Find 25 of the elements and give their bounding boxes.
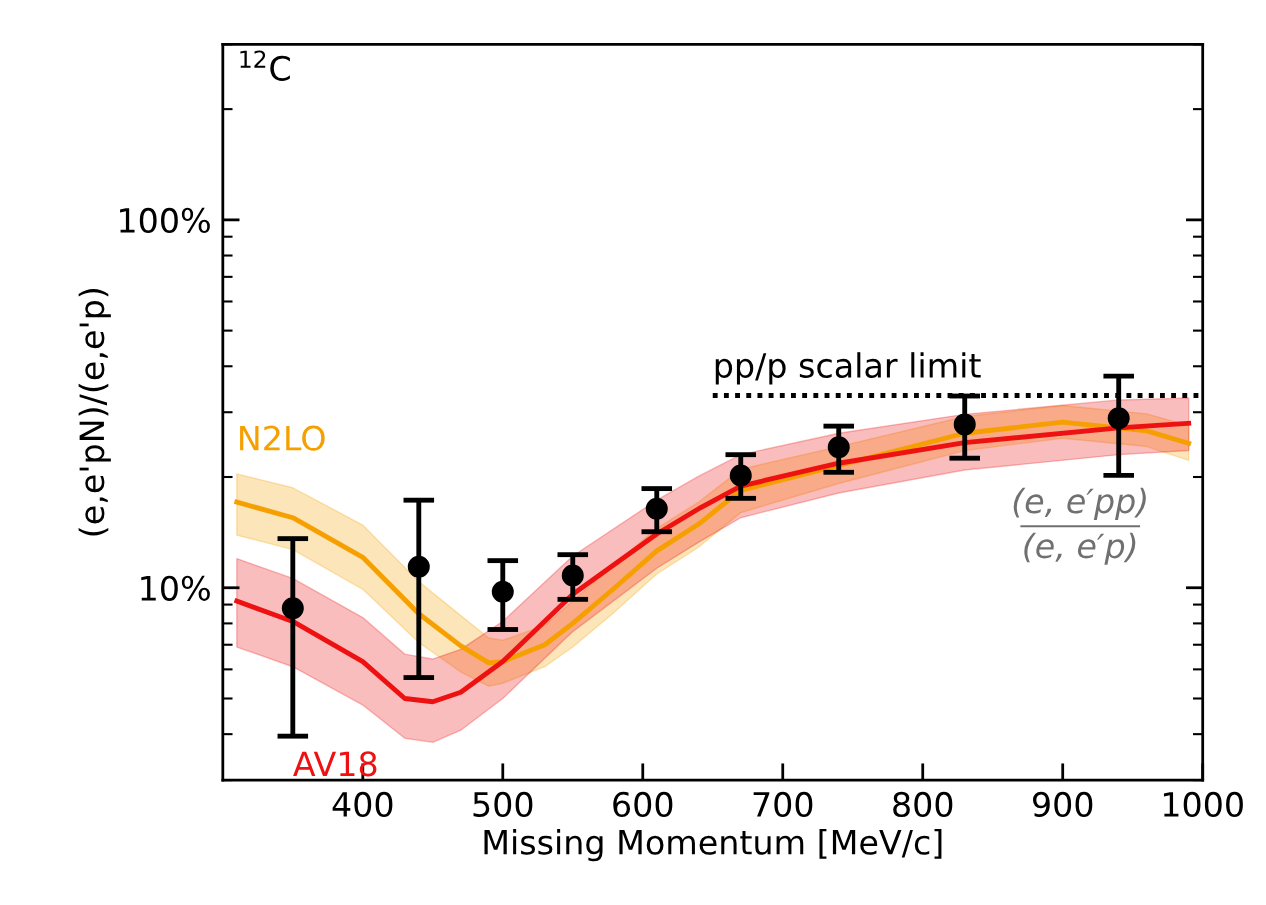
x-tick-label: 700: [753, 791, 813, 818]
point: [491, 580, 514, 603]
annotation: (e, e′pp) (e, e′p): [1013, 487, 1146, 565]
series-label: AV18: [293, 751, 377, 777]
point: [953, 413, 976, 436]
x-tick-label: 600: [613, 791, 673, 818]
y-tick-label: 100%: [120, 207, 210, 234]
y-axis-title: (e,e'pN)/(e,e'p): [78, 289, 111, 536]
x-tick-label: 1000: [1163, 791, 1243, 818]
annotation: pp/p scalar limit: [715, 352, 981, 385]
x-tick-label: 800: [893, 791, 953, 818]
x-tick-label: 900: [1033, 791, 1093, 818]
point: [561, 564, 584, 587]
point: [827, 436, 850, 459]
annotation: $^{12}$C: [240, 50, 290, 81]
point: [1107, 407, 1130, 430]
point: [281, 597, 304, 620]
point: [729, 464, 752, 487]
point: [407, 555, 430, 578]
x-tick-label: 400: [332, 791, 393, 818]
series-label: N2LO: [240, 425, 325, 451]
x-tick-label: 500: [473, 791, 533, 818]
x-axis-title: Missing Momentum [MeV/c]: [484, 829, 942, 862]
y-tick-label: 10%: [141, 575, 210, 601]
point: [645, 497, 668, 520]
